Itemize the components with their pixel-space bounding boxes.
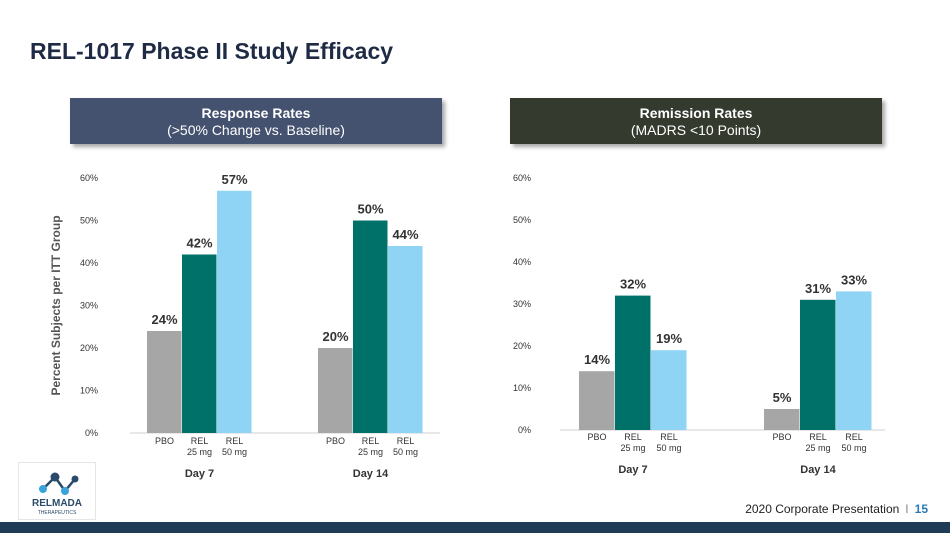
response-bar-label: REL xyxy=(362,436,380,446)
response-y-tick-label: 50% xyxy=(80,216,98,226)
response-rates-title: Response Rates xyxy=(201,105,311,121)
response-value-label: 20% xyxy=(322,329,348,344)
footer-separator: I xyxy=(905,502,909,516)
response-bar-sublabel: 25 mg xyxy=(358,447,383,457)
remission-bar-label: REL xyxy=(809,432,827,442)
remission-y-tick-label: 60% xyxy=(513,173,531,183)
remission-rates-subtitle: (MADRS <10 Points) xyxy=(630,122,762,138)
response-y-tick-label: 0% xyxy=(85,428,98,438)
remission-bar xyxy=(615,295,651,430)
response-bar xyxy=(388,246,423,433)
remission-bar-sublabel: 25 mg xyxy=(620,443,645,453)
page-title: REL-1017 Phase II Study Efficacy xyxy=(30,38,394,64)
remission-bar-label: REL xyxy=(624,432,642,442)
response-bar xyxy=(182,254,217,433)
remission-rates-header: Remission Rates (MADRS <10 Points) xyxy=(510,98,882,144)
remission-value-label: 33% xyxy=(841,272,867,287)
response-value-label: 24% xyxy=(151,312,177,327)
response-rates-subtitle: (>50% Change vs. Baseline) xyxy=(167,122,345,138)
remission-bar-label: REL xyxy=(845,432,863,442)
response-bar-label: REL xyxy=(191,436,209,446)
remission-bar-sublabel: 50 mg xyxy=(656,443,681,453)
remission-y-tick-label: 40% xyxy=(513,257,531,267)
remission-bar-label: PBO xyxy=(772,432,791,442)
remission-bar-sublabel: 50 mg xyxy=(841,443,866,453)
response-category-label: Day 7 xyxy=(185,468,214,480)
response-bar-label: REL xyxy=(226,436,244,446)
response-value-label: 42% xyxy=(186,236,212,251)
response-bar-label: PBO xyxy=(326,436,345,446)
remission-y-tick-label: 20% xyxy=(513,341,531,351)
response-y-tick-label: 40% xyxy=(80,258,98,268)
response-bar-sublabel: 50 mg xyxy=(393,447,418,457)
response-bar xyxy=(147,331,182,433)
remission-y-tick-label: 0% xyxy=(518,425,531,435)
remission-y-tick-label: 50% xyxy=(513,215,531,225)
remission-category-label: Day 14 xyxy=(800,464,836,476)
remission-bar-label: REL xyxy=(660,432,678,442)
response-bar xyxy=(217,190,252,433)
response-value-label: 50% xyxy=(357,202,383,217)
remission-bar xyxy=(764,409,800,430)
response-y-tick-label: 60% xyxy=(80,173,98,183)
remission-bar-sublabel: 25 mg xyxy=(805,443,830,453)
svg-text:RELMADA: RELMADA xyxy=(32,498,82,509)
remission-bar xyxy=(651,350,687,430)
remission-value-label: 19% xyxy=(656,331,682,346)
response-category-label: Day 14 xyxy=(353,468,389,480)
footer-text: 2020 Corporate Presentation xyxy=(745,502,900,516)
remission-category-label: Day 7 xyxy=(618,464,647,476)
remission-bar-label: PBO xyxy=(587,432,606,442)
response-value-label: 44% xyxy=(392,227,418,242)
response-bar-label: PBO xyxy=(155,436,174,446)
remission-y-tick-label: 10% xyxy=(513,383,531,393)
response-rates-header: Response Rates (>50% Change vs. Baseline… xyxy=(70,98,442,144)
response-bar-sublabel: 50 mg xyxy=(222,447,247,457)
response-bar-sublabel: 25 mg xyxy=(187,447,212,457)
remission-bar xyxy=(800,299,836,430)
remission-rates-title: Remission Rates xyxy=(639,105,753,121)
remission-value-label: 5% xyxy=(773,390,792,405)
response-y-tick-label: 30% xyxy=(80,301,98,311)
response-y-axis-label: Percent Subjects per ITT Group xyxy=(49,215,63,395)
remission-bar xyxy=(579,371,615,430)
remission-value-label: 32% xyxy=(620,277,646,292)
relmada-logo: RELMADA THERAPEUTICS xyxy=(18,462,96,520)
footer: 2020 Corporate Presentation I 15 xyxy=(745,502,928,516)
remission-value-label: 31% xyxy=(805,281,831,296)
remission-y-tick-label: 30% xyxy=(513,299,531,309)
page-number: 15 xyxy=(914,502,928,516)
response-bar xyxy=(318,348,353,433)
response-bar-label: REL xyxy=(397,436,415,446)
response-bar xyxy=(353,220,388,433)
response-y-tick-label: 20% xyxy=(80,343,98,353)
svg-text:THERAPEUTICS: THERAPEUTICS xyxy=(38,510,77,516)
response-value-label: 57% xyxy=(221,172,247,187)
response-y-tick-label: 10% xyxy=(80,386,98,396)
bottom-bar xyxy=(0,522,950,533)
remission-bar xyxy=(836,291,872,430)
molecule-icon: RELMADA THERAPEUTICS xyxy=(32,472,82,516)
remission-value-label: 14% xyxy=(584,352,610,367)
